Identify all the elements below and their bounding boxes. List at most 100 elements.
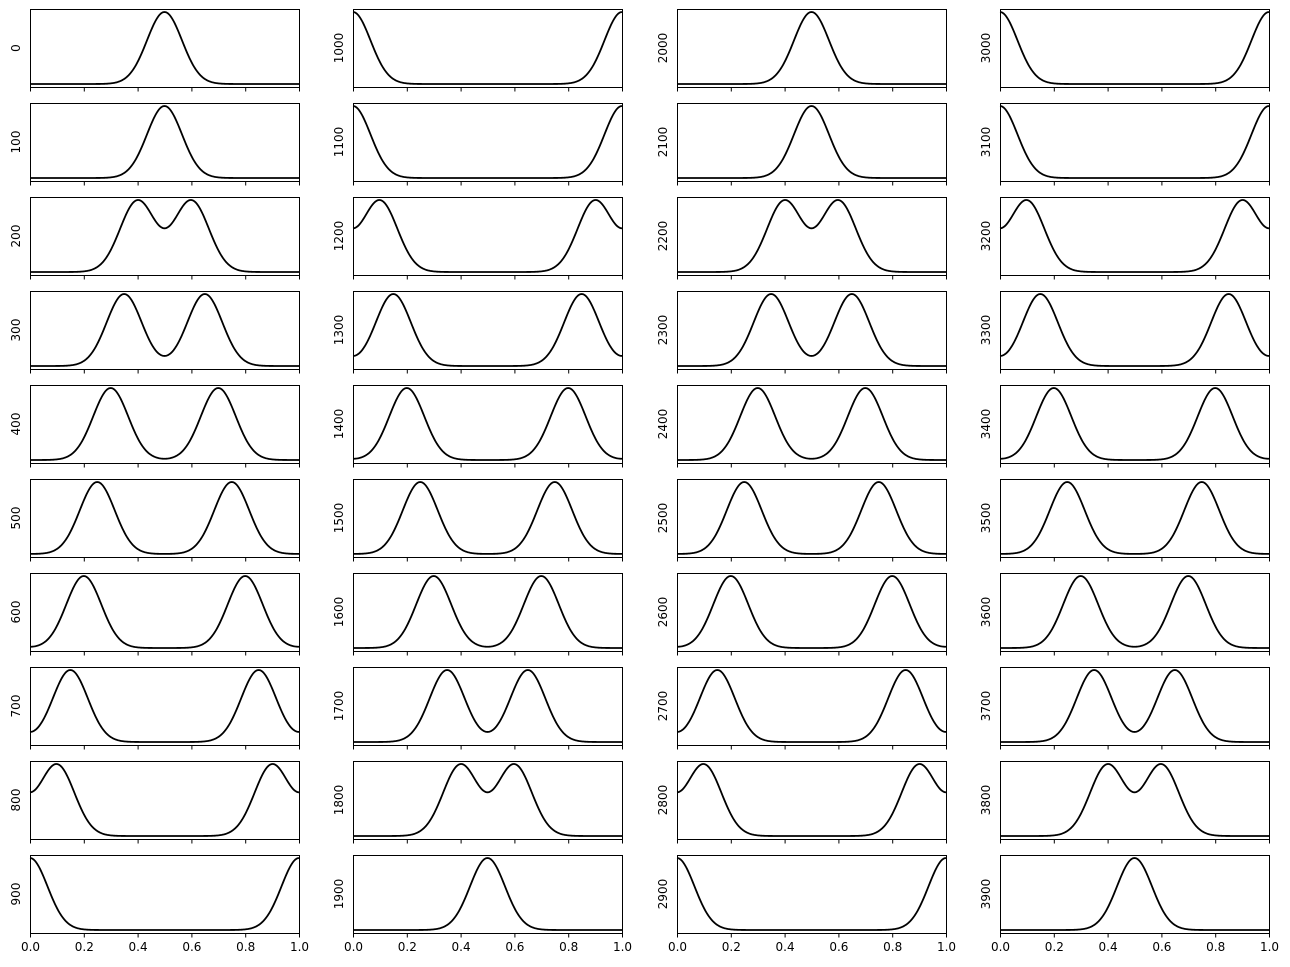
series-line	[1000, 763, 1269, 837]
x-tick-label: 0.4	[452, 940, 471, 954]
axes-frame	[1000, 667, 1270, 746]
subplot-1700: 1700	[332, 667, 623, 750]
axes-frame	[30, 385, 300, 464]
series-line	[30, 293, 299, 367]
subplot-600: 600	[9, 573, 300, 656]
subplot-200: 200	[9, 197, 300, 280]
y-axis-label: 1000	[332, 33, 346, 64]
y-axis-label: 2300	[656, 315, 670, 346]
y-axis-label: 3400	[979, 409, 993, 440]
axes-frame	[30, 573, 300, 652]
series-line	[1000, 857, 1269, 931]
series-line	[676, 857, 947, 931]
subplot-100: 100	[9, 103, 300, 186]
series-line	[29, 575, 300, 649]
series-line	[999, 11, 1270, 85]
subplot-3300: 3300	[979, 291, 1270, 374]
x-tick-label: 0.0	[344, 940, 363, 954]
subplot-3800: 3800	[979, 761, 1270, 844]
series-line	[352, 11, 623, 85]
axes-frame	[30, 479, 300, 558]
axes-frame	[1000, 385, 1270, 464]
subplot-2300: 2300	[656, 291, 947, 374]
axes-frame	[30, 103, 300, 182]
series-line	[677, 11, 946, 85]
series-line	[677, 293, 946, 367]
y-axis-label: 1600	[332, 597, 346, 628]
series-line	[30, 105, 299, 179]
x-tick-label: 0.0	[991, 940, 1010, 954]
axes-frame	[677, 761, 947, 840]
axes-frame	[353, 573, 623, 652]
axes-frame	[30, 761, 300, 840]
y-axis-label: 2900	[656, 879, 670, 910]
subplot-2200: 2200	[656, 197, 947, 280]
axes-frame	[677, 385, 947, 464]
series-line	[353, 481, 622, 555]
series-line	[677, 481, 946, 555]
y-axis-label: 1200	[332, 221, 346, 252]
series-line	[1000, 481, 1269, 555]
subplot-3600: 3600	[979, 573, 1270, 656]
subplot-800: 800	[9, 761, 300, 844]
y-axis-label: 1400	[332, 409, 346, 440]
x-tick-label: 0.2	[1045, 940, 1064, 954]
axes-frame	[677, 197, 947, 276]
y-axis-label: 1100	[332, 127, 346, 158]
y-axis-label: 500	[9, 507, 23, 530]
series-line	[29, 857, 300, 931]
subplot-1500: 1500	[332, 479, 623, 562]
axes-frame	[30, 291, 300, 370]
y-axis-label: 1900	[332, 879, 346, 910]
y-axis-label: 2400	[656, 409, 670, 440]
axes-frame	[1000, 9, 1270, 88]
axes-frame	[1000, 291, 1270, 370]
subplot-1200: 1200	[332, 197, 623, 280]
y-axis-label: 800	[9, 789, 23, 812]
axes-frame	[677, 103, 947, 182]
y-axis-label: 2100	[656, 127, 670, 158]
series-line	[676, 575, 947, 649]
x-tick-label: 0.8	[883, 940, 902, 954]
y-axis-label: 3800	[979, 785, 993, 816]
subplot-2800: 2800	[656, 761, 947, 844]
subplot-3400: 3400	[979, 385, 1270, 468]
y-axis-label: 700	[9, 695, 23, 718]
x-tick-label: 0.2	[722, 940, 741, 954]
axes-frame	[677, 855, 947, 934]
y-axis-label: 3700	[979, 691, 993, 722]
series-line	[30, 387, 299, 461]
axes-frame	[353, 197, 623, 276]
subplot-2900: 0.0 0.2 0.4 0.6 0.8 1.0 2900	[656, 855, 956, 954]
axes-frame	[353, 761, 623, 840]
y-axis-label: 2800	[656, 785, 670, 816]
subplot-2700: 2700	[656, 667, 947, 750]
x-tick-label: 0.4	[129, 940, 148, 954]
series-line	[999, 293, 1270, 367]
x-tick-label: 0.8	[559, 940, 578, 954]
series-line	[352, 199, 623, 273]
y-axis-label: 2000	[656, 33, 670, 64]
subplot-0: 0	[9, 9, 300, 92]
x-tick-label: 0.8	[236, 940, 255, 954]
series-line	[353, 575, 622, 649]
axes-frame	[30, 855, 300, 934]
axes-frame	[30, 667, 300, 746]
subplot-300: 300	[9, 291, 300, 374]
y-axis-label: 1800	[332, 785, 346, 816]
axes-frame	[677, 291, 947, 370]
subplot-2000: 2000	[656, 9, 947, 92]
y-axis-label: 3100	[979, 127, 993, 158]
series-line	[352, 387, 623, 461]
x-tick-label: 0.4	[776, 940, 795, 954]
series-line	[29, 763, 300, 837]
x-tick-label: 1.0	[290, 940, 309, 954]
axes-frame	[353, 479, 623, 558]
series-line	[353, 669, 622, 743]
subplot-3200: 3200	[979, 197, 1270, 280]
axes-frame	[677, 573, 947, 652]
axes-frame	[353, 385, 623, 464]
x-tick-label: 0.4	[1099, 940, 1118, 954]
axes-frame	[677, 479, 947, 558]
series-line	[676, 669, 947, 743]
